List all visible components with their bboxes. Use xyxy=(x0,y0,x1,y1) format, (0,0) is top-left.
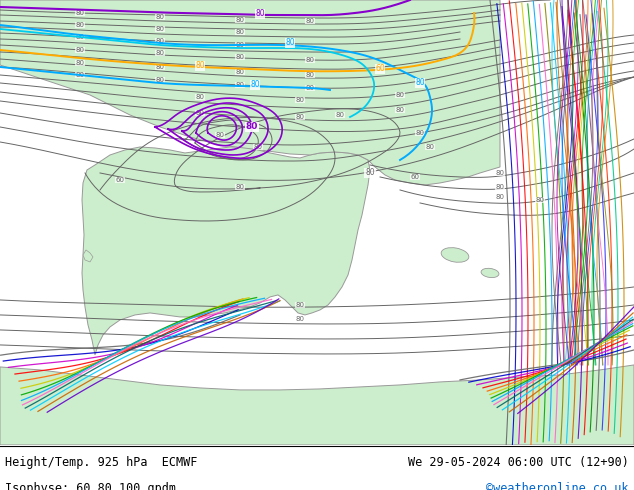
Text: ©weatheronline.co.uk: ©weatheronline.co.uk xyxy=(486,482,629,490)
Text: 80: 80 xyxy=(396,92,404,98)
Text: We 29-05-2024 06:00 UTC (12+90): We 29-05-2024 06:00 UTC (12+90) xyxy=(408,456,629,469)
Text: 80: 80 xyxy=(250,80,260,90)
Text: 80: 80 xyxy=(75,47,84,53)
Text: 80: 80 xyxy=(155,77,164,83)
Text: 80: 80 xyxy=(295,114,304,120)
Text: 80: 80 xyxy=(75,10,84,16)
Text: 80: 80 xyxy=(75,34,84,40)
Text: 80: 80 xyxy=(246,122,258,131)
Text: 80: 80 xyxy=(256,9,265,19)
Text: 80: 80 xyxy=(254,144,262,150)
Polygon shape xyxy=(0,365,634,445)
Polygon shape xyxy=(83,250,93,262)
Text: 80: 80 xyxy=(425,144,434,150)
Text: 80: 80 xyxy=(235,69,245,75)
Text: 80: 80 xyxy=(195,61,205,71)
Text: 80: 80 xyxy=(155,26,164,32)
Text: 80: 80 xyxy=(415,78,425,88)
Text: 80: 80 xyxy=(235,184,245,190)
Text: 80: 80 xyxy=(396,107,404,113)
Text: 80: 80 xyxy=(75,60,84,66)
Polygon shape xyxy=(82,147,370,355)
Text: 80: 80 xyxy=(75,22,84,28)
Text: 80: 80 xyxy=(496,194,505,200)
Text: 80: 80 xyxy=(195,110,205,116)
Text: 80: 80 xyxy=(235,42,245,48)
Text: 80: 80 xyxy=(195,94,205,100)
Text: 80: 80 xyxy=(295,97,304,103)
Text: 60: 60 xyxy=(115,177,124,183)
Text: 80: 80 xyxy=(306,85,314,91)
Text: 80: 80 xyxy=(335,112,344,118)
Text: 80: 80 xyxy=(285,39,295,48)
Text: 80: 80 xyxy=(415,130,425,136)
Text: 80: 80 xyxy=(155,14,164,20)
Text: 60: 60 xyxy=(375,65,385,74)
Text: 60: 60 xyxy=(410,174,420,180)
Text: 80: 80 xyxy=(306,18,314,24)
Text: 80: 80 xyxy=(155,64,164,70)
Text: 80: 80 xyxy=(295,302,304,308)
Text: 80: 80 xyxy=(306,72,314,78)
Text: 80: 80 xyxy=(235,17,245,23)
Text: 80: 80 xyxy=(235,82,245,88)
Text: Isophyse: 60 80 100 gpdm: Isophyse: 60 80 100 gpdm xyxy=(5,482,176,490)
Ellipse shape xyxy=(481,269,499,277)
Polygon shape xyxy=(0,0,500,185)
Text: 80: 80 xyxy=(536,197,545,203)
Ellipse shape xyxy=(441,247,469,262)
Text: 80: 80 xyxy=(216,132,224,138)
Text: 80: 80 xyxy=(235,29,245,35)
Text: 80: 80 xyxy=(496,184,505,190)
Text: 80: 80 xyxy=(306,57,314,63)
Text: 80: 80 xyxy=(75,72,84,78)
Text: 80: 80 xyxy=(235,54,245,60)
Text: Height/Temp. 925 hPa  ECMWF: Height/Temp. 925 hPa ECMWF xyxy=(5,456,197,469)
Text: 80: 80 xyxy=(155,50,164,56)
Text: 80: 80 xyxy=(365,169,375,177)
Text: 80: 80 xyxy=(155,38,164,44)
Text: 80: 80 xyxy=(496,170,505,176)
Text: 80: 80 xyxy=(295,316,304,322)
